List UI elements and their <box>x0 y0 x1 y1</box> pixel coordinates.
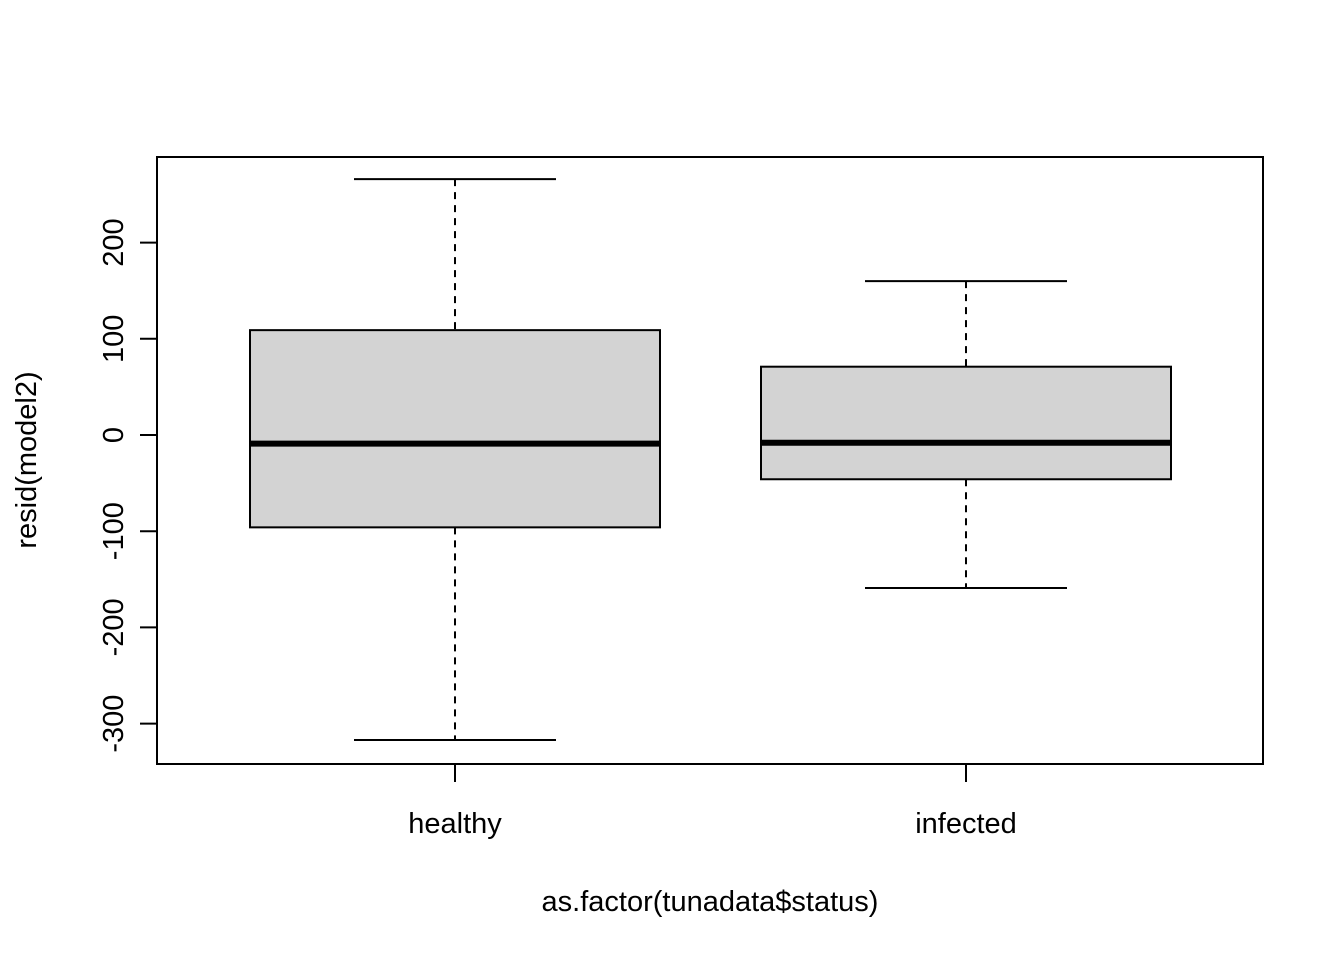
y-tick-label: 200 <box>98 218 130 266</box>
y-axis: -300 -200 -100 0 100 200 <box>98 218 158 753</box>
y-tick-label: -100 <box>98 502 130 560</box>
plot-layer <box>249 178 1172 741</box>
x-tick-label: healthy <box>408 808 502 840</box>
y-tick-label: -200 <box>98 598 130 656</box>
iqr-box <box>249 329 661 529</box>
y-tick-label: 0 <box>98 427 130 443</box>
box-infected <box>760 280 1172 589</box>
y-tick-label: -300 <box>98 695 130 753</box>
x-axis: healthy infected <box>408 764 1017 840</box>
y-axis-label: resid(model2) <box>11 371 43 548</box>
x-tick-label: infected <box>915 808 1017 840</box>
box-healthy <box>249 178 661 741</box>
iqr-box <box>760 365 1172 481</box>
x-axis-label: as.factor(tunadata$status) <box>542 886 879 918</box>
y-tick-label: 100 <box>98 315 130 363</box>
